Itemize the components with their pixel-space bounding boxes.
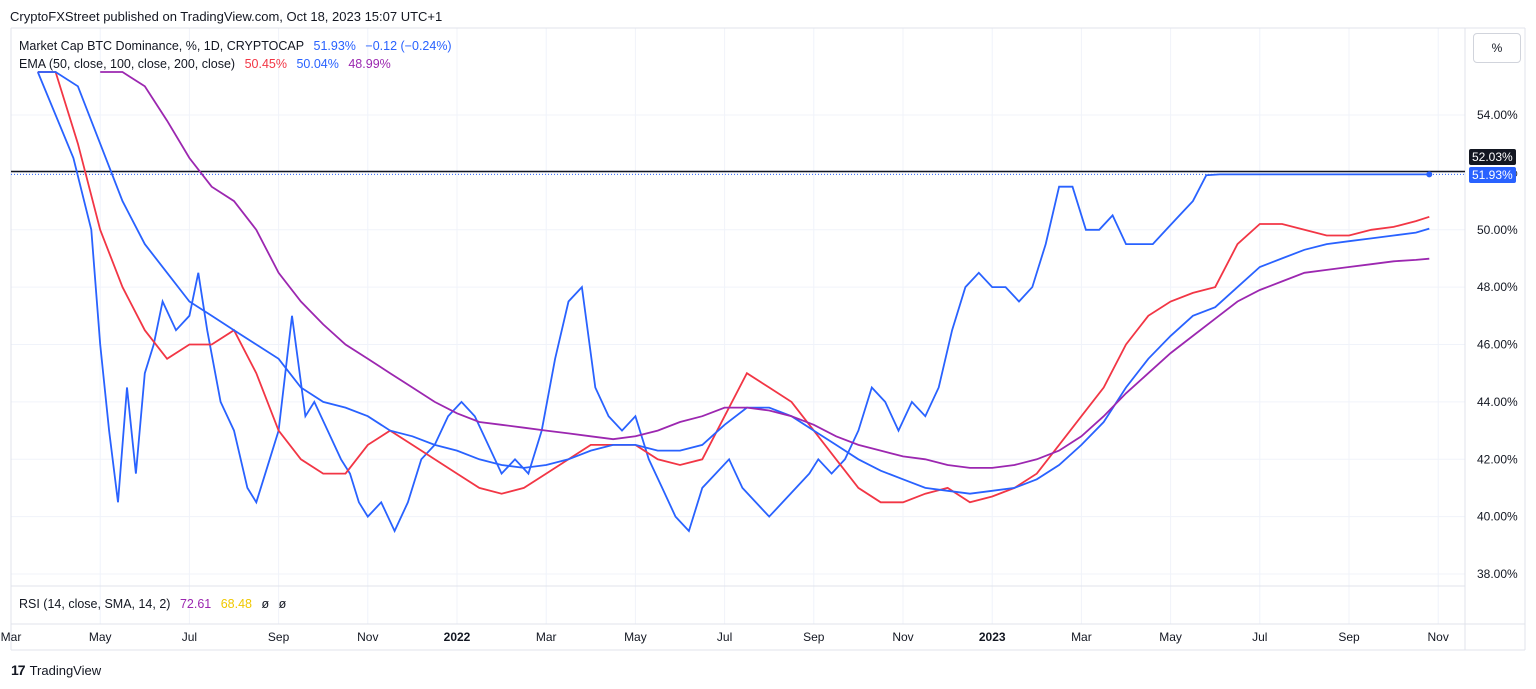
horizontal-line-price-tag: 52.03% (1469, 149, 1516, 165)
x-tick-label: Sep (803, 630, 825, 644)
legend-ema: EMA (50, close, 100, close, 200, close) … (19, 57, 397, 71)
publisher-line: CryptoFXStreet published on TradingView.… (10, 9, 443, 24)
x-tick-label: May (624, 630, 647, 644)
x-tick-label: May (89, 630, 112, 644)
legend-rsi-empty-2: ø (278, 597, 287, 611)
percent-scale-button[interactable]: % (1473, 33, 1521, 63)
x-tick-label: 2022 (444, 630, 471, 644)
series-layer (11, 71, 1465, 534)
x-tick-label: Mar (1071, 630, 1092, 644)
x-tick-label: Mar (536, 630, 557, 644)
last-price-tag: 51.93% (1469, 167, 1516, 183)
series-line-3 (100, 71, 1430, 469)
pane-borders (10, 27, 1526, 651)
y-tick-label: 54.00% (1477, 108, 1518, 122)
brand[interactable]: 17 TradingView (11, 662, 101, 678)
x-tick-label: Nov (357, 630, 378, 644)
y-tick-label: 38.00% (1477, 567, 1518, 581)
legend-rsi-sma-value: 68.48 (220, 597, 252, 611)
x-tick-label: Sep (268, 630, 290, 644)
legend-ema200-value: 48.99% (348, 57, 391, 71)
legend-main-change: −0.12 (−0.24%) (365, 39, 452, 53)
y-tick-label: 40.00% (1477, 510, 1518, 524)
series-line-2 (37, 71, 1430, 495)
legend-main-label: Market Cap BTC Dominance, %, 1D, CRYPTOC… (19, 39, 305, 53)
x-tick-label: May (1159, 630, 1182, 644)
y-tick-label: 48.00% (1477, 280, 1518, 294)
x-tick-label: Mar (1, 630, 22, 644)
x-axis: Mar May Jul Sep Nov 2022 Mar May Jul Sep Nov 2023 Ma… (1, 630, 1449, 644)
series-line-0 (36, 71, 1430, 534)
x-tick-label: Nov (1428, 630, 1449, 644)
legend-rsi-value: 72.61 (179, 597, 212, 611)
x-tick-label: Jul (182, 630, 197, 644)
y-tick-label: 44.00% (1477, 395, 1518, 409)
series-line-1 (37, 71, 1430, 504)
legend-rsi: RSI (14, close, SMA, 14, 2) 72.61 68.48 … (19, 597, 292, 611)
legend-rsi-label: RSI (14, close, SMA, 14, 2) (19, 597, 171, 611)
y-tick-label: 46.00% (1477, 338, 1518, 352)
x-tick-label: Nov (892, 630, 913, 644)
legend-ema-label: EMA (50, close, 100, close, 200, close) (19, 57, 236, 71)
brand-name: TradingView (29, 662, 102, 678)
legend-main-value: 51.93% (313, 39, 356, 53)
last-point-dot (1426, 171, 1433, 178)
x-tick-label: Jul (1252, 630, 1267, 644)
legend-ema50-value: 50.45% (244, 57, 287, 71)
y-tick-label: 50.00% (1477, 223, 1518, 237)
legend-main: Market Cap BTC Dominance, %, 1D, CRYPTOC… (19, 39, 458, 53)
x-tick-label: Jul (717, 630, 732, 644)
legend-ema100-value: 50.04% (296, 57, 339, 71)
x-tick-label: Sep (1338, 630, 1360, 644)
tv-logo-icon: 17 (11, 662, 26, 678)
legend-rsi-empty-1: ø (261, 597, 270, 611)
y-tick-label: 42.00% (1477, 452, 1518, 466)
x-tick-label: 2023 (979, 630, 1006, 644)
